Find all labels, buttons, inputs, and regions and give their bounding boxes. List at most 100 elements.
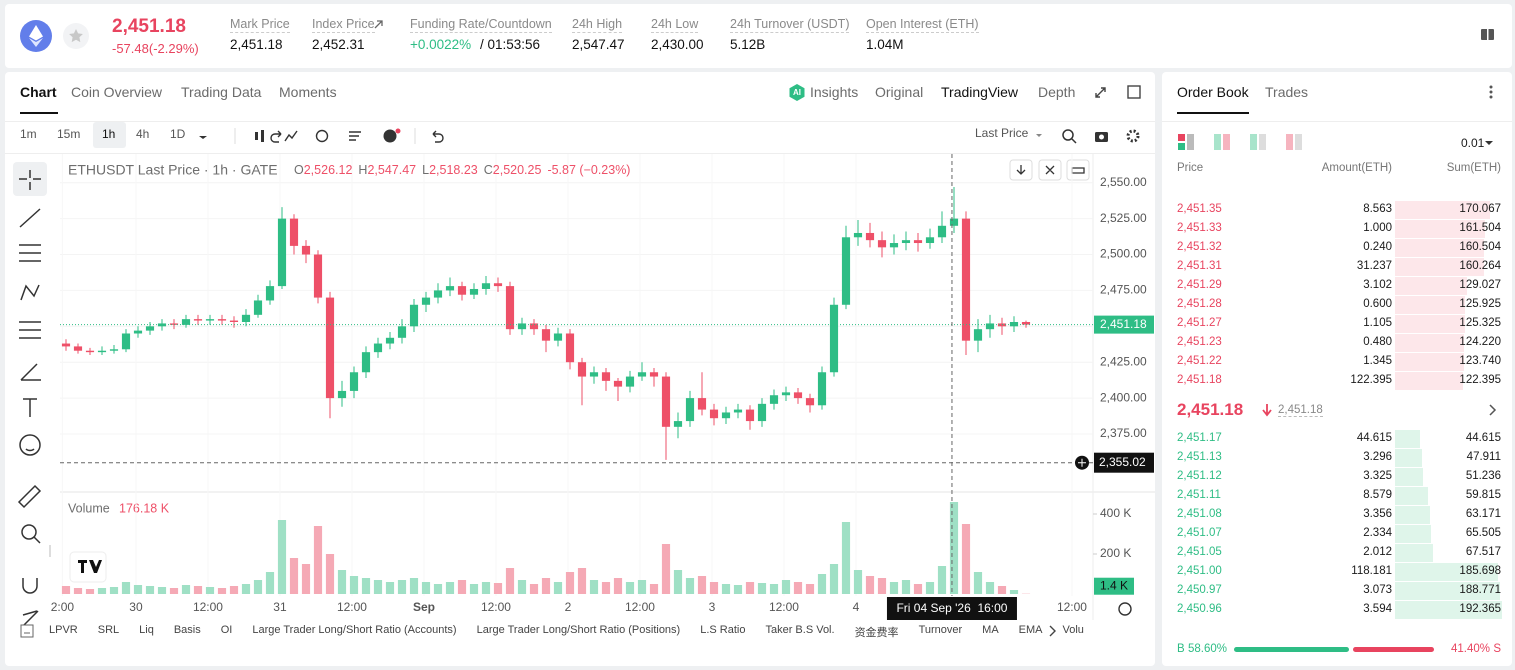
candle-body bbox=[325, 297, 335, 399]
stat-label: Mark Price bbox=[230, 17, 290, 33]
drawing-toolbar[interactable] bbox=[13, 162, 47, 626]
ob-sum: 161.504 bbox=[1459, 222, 1501, 234]
sell-label: S bbox=[1493, 643, 1501, 655]
window-icons[interactable] bbox=[1093, 84, 1153, 100]
volume-bar bbox=[913, 584, 923, 594]
caret[interactable] bbox=[1484, 139, 1494, 147]
volume-bar bbox=[529, 584, 539, 594]
interval[interactable]: 1m bbox=[20, 127, 37, 141]
link-icon[interactable] bbox=[374, 19, 384, 29]
indicator[interactable]: MA bbox=[982, 624, 999, 636]
indicator[interactable]: OI bbox=[220, 624, 233, 636]
indicator[interactable]: Turnover bbox=[918, 624, 963, 636]
last-price-label: 2,451.18 bbox=[1100, 317, 1147, 331]
ob-price: 2,451.31 bbox=[1177, 260, 1222, 272]
volume-bar bbox=[925, 582, 935, 594]
candle-body bbox=[445, 286, 455, 291]
ob-tab[interactable]: Trades bbox=[1265, 84, 1309, 100]
chart-btn[interactable] bbox=[1066, 159, 1090, 181]
ai-icon: AI bbox=[789, 84, 805, 101]
volume-bar bbox=[505, 568, 515, 594]
depth-bar bbox=[1395, 487, 1429, 505]
ob-sum: 192.365 bbox=[1459, 603, 1501, 615]
interval[interactable]: 4h bbox=[136, 127, 150, 141]
candle-body bbox=[745, 409, 755, 422]
precision[interactable]: 0.01 bbox=[1461, 136, 1485, 150]
candle-body bbox=[505, 286, 515, 330]
tool-icons[interactable] bbox=[197, 128, 457, 144]
ohlc-item: O bbox=[294, 163, 304, 177]
indicator[interactable]: LPVR bbox=[49, 624, 78, 636]
volume-bar bbox=[685, 578, 695, 594]
redo-icon[interactable] bbox=[265, 128, 285, 144]
volume-bar bbox=[853, 570, 863, 594]
candle-body bbox=[97, 350, 107, 353]
view-tab[interactable]: Original bbox=[875, 84, 924, 100]
indicator-more[interactable] bbox=[1048, 625, 1058, 637]
volume-bar bbox=[1009, 590, 1019, 594]
candle-body bbox=[61, 343, 71, 347]
more-icon[interactable] bbox=[1487, 84, 1495, 100]
indicator[interactable]: Large Trader Long/Short Ratio (Positions… bbox=[476, 624, 681, 636]
y-tick-label: 2,375.00 bbox=[1100, 426, 1147, 440]
ob-last-price: 2,451.18 bbox=[1177, 400, 1244, 419]
chart-tab[interactable]: Coin Overview bbox=[71, 84, 163, 100]
view-tab[interactable]: Depth bbox=[1038, 84, 1076, 100]
chart-tab[interactable]: Moments bbox=[279, 84, 337, 100]
chart-icons[interactable] bbox=[1035, 128, 1150, 144]
volume-bar bbox=[253, 580, 263, 594]
interval[interactable]: 1D bbox=[170, 127, 186, 141]
depth-bar bbox=[1395, 239, 1485, 257]
indicator[interactable]: SRL bbox=[97, 624, 120, 636]
stat-label: Funding Rate/Countdown bbox=[410, 17, 552, 33]
view-tab[interactable]: TradingView bbox=[941, 84, 1019, 100]
indicator[interactable]: Liq bbox=[139, 624, 154, 636]
indicator[interactable]: EMA bbox=[1018, 624, 1043, 636]
x-tick-label: 12:00 bbox=[481, 600, 511, 614]
indicator[interactable]: Taker B.S Vol. bbox=[765, 624, 835, 636]
ohlc-item: H bbox=[358, 163, 367, 177]
stat-value: 1.04M bbox=[866, 37, 904, 52]
book-icon[interactable] bbox=[1479, 26, 1497, 44]
ob-price: 2,451.00 bbox=[1177, 565, 1222, 577]
chart-tab[interactable]: Chart bbox=[20, 84, 57, 100]
candle-body bbox=[985, 323, 995, 330]
chart-tab[interactable]: Trading Data bbox=[181, 84, 262, 100]
chevron[interactable] bbox=[1488, 404, 1498, 416]
interval[interactable]: 15m bbox=[57, 127, 81, 141]
indicator[interactable]: Volu bbox=[1062, 624, 1084, 636]
candle-body bbox=[277, 218, 287, 287]
ob-price: 2,451.08 bbox=[1177, 508, 1222, 520]
candle-body bbox=[709, 409, 719, 419]
indicator[interactable]: 资金费率 bbox=[854, 627, 899, 639]
indicator[interactable]: Large Trader Long/Short Ratio (Accounts) bbox=[252, 624, 457, 636]
interval-active bbox=[93, 122, 126, 148]
stat-label: 24h Turnover (USDT) bbox=[730, 17, 850, 33]
layout-icons[interactable] bbox=[1178, 134, 1308, 150]
volume-bar bbox=[73, 588, 83, 594]
interval[interactable]: 1h bbox=[102, 127, 116, 141]
y-tick-label: 2,425.00 bbox=[1100, 354, 1147, 368]
candle-body bbox=[673, 421, 683, 427]
ob-amount: 8.563 bbox=[1363, 203, 1392, 215]
indicator-bar: LPVR SRL Liq Basis OI Large Trader Long/Short… bbox=[49, 624, 1104, 640]
x-tick-label: 4 bbox=[853, 600, 860, 614]
candle-body bbox=[469, 288, 479, 295]
volume-bar bbox=[397, 580, 407, 594]
volume-bar bbox=[673, 570, 683, 594]
indicator-toggle[interactable] bbox=[20, 624, 36, 638]
indicator[interactable]: Basis bbox=[173, 624, 201, 636]
candle-body bbox=[337, 390, 347, 399]
stat-value: +0.0022% bbox=[410, 37, 472, 52]
price-type[interactable]: Last Price bbox=[975, 126, 1029, 140]
ob-sum: 123.740 bbox=[1459, 355, 1501, 367]
volume-bar bbox=[193, 586, 203, 594]
settings-icon[interactable] bbox=[1118, 602, 1132, 616]
candle-body bbox=[877, 240, 887, 248]
indicator[interactable]: L.S Ratio bbox=[700, 624, 746, 636]
view-tab[interactable]: Insights bbox=[810, 84, 859, 100]
candle-body bbox=[817, 372, 827, 406]
ob-tab[interactable]: Order Book bbox=[1177, 84, 1249, 100]
favorite-star[interactable] bbox=[63, 23, 89, 49]
candle-body bbox=[937, 225, 947, 238]
